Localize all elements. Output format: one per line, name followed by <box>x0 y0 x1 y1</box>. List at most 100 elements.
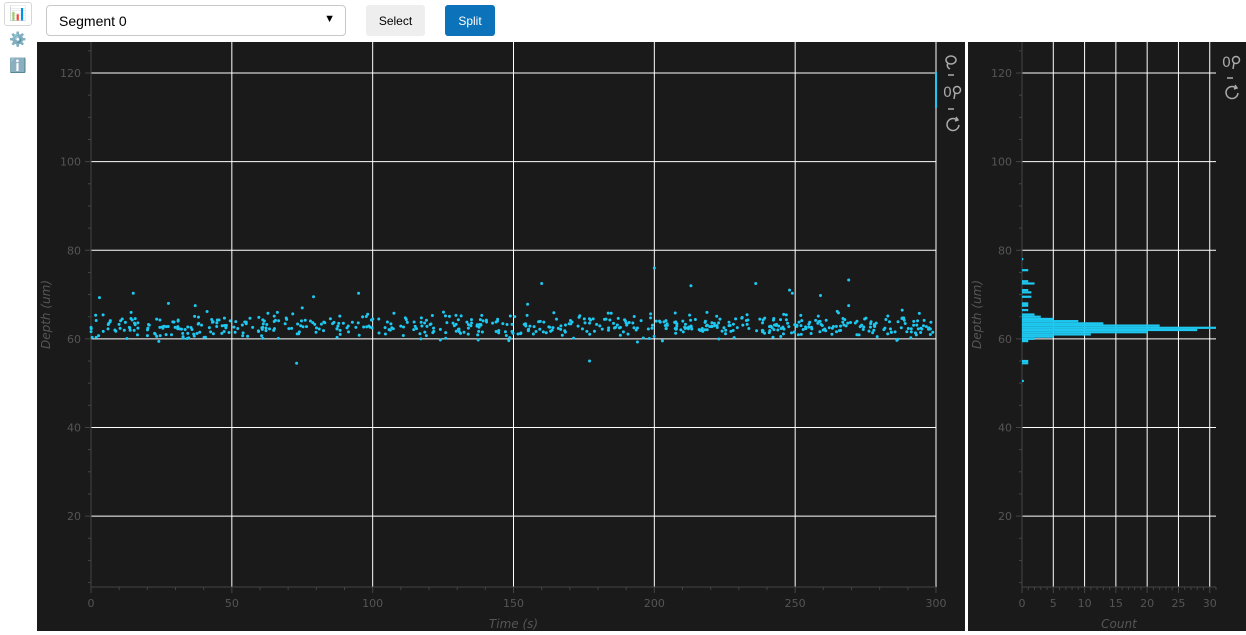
data-point <box>246 334 250 338</box>
data-point <box>867 329 871 333</box>
data-point <box>469 324 473 328</box>
data-point <box>801 328 805 332</box>
histogram-bar <box>1022 362 1029 365</box>
data-point <box>305 325 309 329</box>
data-point <box>193 314 197 318</box>
scatter-plot[interactable]: 0 50 100 150 200 250 300 20 40 60 80 100 120 Time (s)… <box>37 42 965 631</box>
hover-icon[interactable]: 0 <box>943 85 962 101</box>
data-point <box>261 325 265 329</box>
data-point <box>540 281 544 285</box>
data-point <box>419 337 423 341</box>
data-point <box>658 319 662 323</box>
data-point <box>534 329 538 333</box>
data-point <box>582 317 586 321</box>
histogram-plot[interactable]: 0 5 10 15 20 25 30 20 40 60 80 100 120 Count Depth (um… <box>968 42 1246 631</box>
data-point <box>454 329 458 333</box>
segment-select[interactable]: Segment 0 ▼ <box>46 5 346 36</box>
data-point <box>647 336 651 340</box>
data-point <box>377 331 381 335</box>
data-point <box>424 318 428 322</box>
data-point <box>731 329 735 333</box>
data-point <box>875 335 879 339</box>
data-point <box>884 318 888 322</box>
data-point <box>241 331 245 335</box>
data-point <box>272 327 276 331</box>
data-point <box>234 320 238 324</box>
data-point <box>171 320 175 324</box>
data-point <box>690 327 694 331</box>
data-point <box>689 318 693 322</box>
data-point <box>544 331 548 335</box>
data-point <box>276 336 280 340</box>
data-point <box>296 322 300 326</box>
data-point <box>494 320 498 324</box>
data-point <box>207 326 211 330</box>
data-point <box>741 323 745 327</box>
data-point <box>903 322 907 326</box>
data-point <box>195 331 199 335</box>
data-point <box>810 327 814 331</box>
data-point <box>889 330 893 334</box>
data-point <box>552 311 556 315</box>
data-point <box>356 321 360 325</box>
histogram-bar <box>1022 328 1198 332</box>
data-point <box>251 325 255 329</box>
chart-icon[interactable]: 📊 <box>4 2 32 26</box>
info-icon[interactable]: ℹ️ <box>9 58 27 74</box>
data-point <box>466 326 470 330</box>
data-point <box>578 314 582 318</box>
data-point <box>617 326 621 330</box>
data-point <box>551 326 555 330</box>
data-point <box>273 318 277 322</box>
data-point <box>900 308 904 312</box>
data-point <box>799 313 803 317</box>
data-point <box>735 326 739 330</box>
data-point <box>220 324 224 328</box>
data-point <box>831 325 835 329</box>
data-point <box>872 322 876 326</box>
data-point <box>784 313 788 317</box>
data-point <box>476 333 480 337</box>
data-point <box>123 320 127 324</box>
select-button[interactable]: Select <box>366 5 425 36</box>
data-point <box>887 320 891 324</box>
data-point <box>494 330 498 334</box>
lasso-icon[interactable] <box>945 55 957 70</box>
svg-text:0: 0 <box>943 85 952 101</box>
data-point <box>585 329 589 333</box>
data-point <box>317 327 321 331</box>
data-point <box>275 310 279 314</box>
data-point <box>419 320 423 324</box>
data-point <box>761 321 765 325</box>
data-point <box>522 322 526 326</box>
data-point <box>693 317 697 321</box>
data-point <box>364 314 368 318</box>
data-point <box>705 310 709 314</box>
data-point <box>424 334 428 338</box>
data-point <box>160 325 164 329</box>
split-button[interactable]: Split <box>445 5 495 36</box>
data-point <box>210 317 214 321</box>
y-axis-label: Depth (um) <box>970 280 984 349</box>
data-point <box>732 336 736 340</box>
data-point <box>916 319 920 323</box>
gear-icon[interactable]: ⚙️ <box>9 32 27 48</box>
data-point <box>814 318 818 322</box>
data-point <box>303 318 307 322</box>
data-point <box>173 325 177 329</box>
segment-select-value: Segment 0 <box>59 13 127 29</box>
data-point <box>196 322 200 326</box>
reset-icon[interactable] <box>1225 84 1239 100</box>
data-point <box>94 335 98 339</box>
data-point <box>257 315 261 319</box>
data-point <box>313 322 317 326</box>
data-point <box>383 332 387 336</box>
data-point <box>476 338 480 342</box>
reset-icon[interactable] <box>946 116 960 132</box>
data-point <box>261 318 265 322</box>
data-point <box>755 329 759 333</box>
data-point <box>909 327 913 331</box>
hover-icon[interactable]: 0 <box>1222 55 1241 71</box>
histogram-bar <box>1022 320 1079 323</box>
data-point <box>432 326 436 330</box>
